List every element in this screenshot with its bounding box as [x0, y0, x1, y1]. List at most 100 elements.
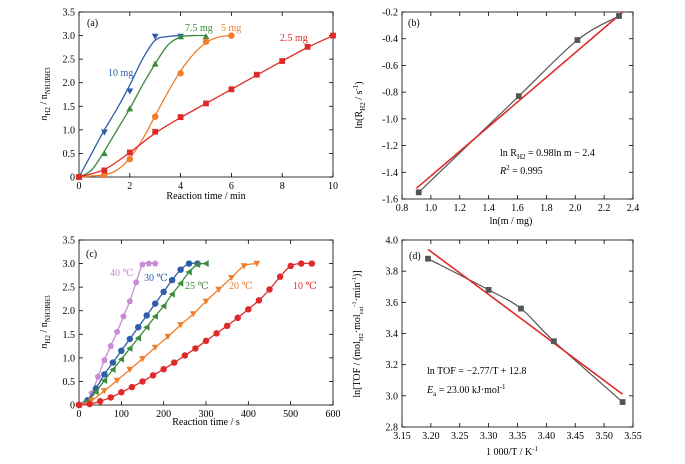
- panel-b: (b) ln(m / mg) ln(RH2 / s-1) ln RH2 = 0.…: [352, 8, 639, 228]
- panel-label-c: (c): [86, 249, 97, 260]
- data-point-d: [550, 338, 557, 345]
- panel-label-b: (b): [408, 18, 420, 29]
- data-point-a-1: [177, 33, 184, 40]
- data-point-c-2: [168, 290, 175, 298]
- data-point-c-2: [117, 355, 125, 363]
- r2-b-label: R: [499, 166, 506, 177]
- y-label-b-end: ): [354, 81, 365, 84]
- x-tick-label-b: 1.4: [482, 203, 495, 214]
- series-label-c-0: 40 ℃: [110, 268, 134, 279]
- data-point-c-3: [189, 311, 197, 318]
- data-point-b: [515, 93, 522, 100]
- data-point-c-0: [94, 373, 102, 380]
- x-tick-label-d: 3.50: [595, 431, 613, 442]
- y-tick-label-c: 1.5: [63, 330, 76, 341]
- r2-b: R2 = 0.995: [499, 164, 543, 177]
- data-point-d: [425, 255, 431, 262]
- y-tick-label-a: 2.5: [63, 55, 76, 66]
- data-point-c-4: [128, 383, 136, 391]
- y-label-c-sub1: H2: [44, 335, 52, 344]
- data-point-c-4: [255, 297, 263, 304]
- y-tick-label-b: -0.2: [382, 8, 398, 19]
- y-tick-label-b: -1.0: [382, 114, 398, 125]
- data-point-b: [574, 37, 581, 43]
- y-label-d-mid2: ·min: [352, 282, 363, 301]
- data-point-c-1: [160, 288, 167, 296]
- fit-line-b: [415, 11, 624, 189]
- data-point-c-2: [134, 334, 141, 342]
- data-point-a-2: [126, 155, 134, 163]
- x-label-d-sup: -1: [532, 445, 538, 453]
- series-label-a-2: 5 mg: [221, 23, 241, 34]
- data-point-c-3: [88, 397, 96, 404]
- y-tick-label-b: -0.4: [382, 34, 398, 45]
- data-point-c-3: [126, 366, 134, 374]
- data-point-c-3: [253, 260, 261, 267]
- x-axis-label-d: 1 000/T / K-1: [486, 445, 539, 458]
- data-point-a-1: [101, 150, 108, 157]
- data-point-c-3: [164, 333, 172, 341]
- eq-b-prefix: ln R: [500, 148, 517, 159]
- data-point-a-0: [151, 33, 159, 40]
- y-label-b-sup: -1: [352, 84, 360, 90]
- x-tick-label-c: 300: [199, 409, 214, 420]
- x-tick-label-b: 0.8: [396, 203, 409, 214]
- x-tick-label-b: 2.4: [627, 203, 640, 214]
- data-point-a-3: [76, 174, 82, 180]
- data-point-c-1: [177, 266, 184, 273]
- y-tick-label-a: 1.0: [63, 125, 76, 136]
- data-point-a-3: [228, 86, 235, 93]
- data-point-c-2: [151, 312, 158, 320]
- plot-frame-a: [78, 11, 334, 178]
- data-point-a-1: [126, 105, 134, 112]
- y-tick-label-a: 0: [70, 173, 75, 184]
- data-point-c-0: [101, 356, 108, 363]
- data-point-c-0: [113, 328, 121, 335]
- data-point-c-3: [177, 322, 184, 329]
- ea-d-sub: a: [433, 390, 437, 398]
- panel-d: (d) 1 000/T / K-1 ln[TOF / (molH2·molcat…: [351, 236, 642, 459]
- x-tick-label-d: 3.45: [567, 431, 585, 442]
- y-tick-label-c: 0.5: [63, 377, 76, 388]
- data-point-c-2: [177, 279, 184, 287]
- data-point-c-2: [185, 268, 192, 276]
- y-tick-label-b: -1.6: [382, 195, 398, 206]
- data-point-c-3: [139, 356, 146, 363]
- equation-d: ln TOF = −2.77/T + 12.8: [427, 366, 526, 377]
- x-tick-label-b: 1.8: [540, 203, 553, 214]
- data-point-c-3: [215, 286, 223, 293]
- x-axis-label-c: Reaction time / s: [172, 417, 240, 428]
- data-point-d: [485, 286, 492, 293]
- data-point-c-4: [266, 286, 273, 293]
- y-tick-label-c: 2.0: [63, 306, 76, 317]
- series-label-a-3: 2.5 mg: [280, 33, 308, 44]
- data-point-c-4: [245, 306, 252, 313]
- data-point-c-1: [126, 335, 134, 343]
- data-point-c-0: [151, 260, 159, 267]
- x-tick-label-c: 400: [241, 409, 256, 420]
- y-label-b-sub: H2: [359, 102, 367, 111]
- data-point-a-1: [151, 60, 159, 67]
- y-tick-label-b: -1.4: [382, 168, 398, 179]
- x-tick-label-b: 2.2: [598, 203, 611, 214]
- r2-b-sup: 2: [506, 164, 510, 172]
- x-tick-label-d: 3.30: [480, 431, 498, 442]
- x-tick-label-c: 500: [283, 409, 298, 420]
- x-tick-label-d: 3.15: [393, 431, 411, 442]
- series-line-a-0: [78, 34, 181, 178]
- data-point-c-0: [139, 261, 146, 268]
- data-point-c-4: [202, 337, 210, 345]
- x-tick-label-d: 3.20: [422, 431, 440, 442]
- data-point-a-3: [253, 71, 260, 78]
- data-point-a-3: [304, 43, 311, 50]
- data-point-a-0: [101, 129, 108, 136]
- y-tick-label-c: 2.5: [63, 283, 76, 294]
- x-tick-label-a: 6: [229, 181, 234, 192]
- data-point-c-2: [109, 366, 116, 374]
- x-tick-label-a: 2: [127, 181, 132, 192]
- x-tick-label-d: 3.25: [451, 431, 469, 442]
- data-point-c-4: [298, 260, 305, 267]
- y-label-d-sub2: cat: [358, 307, 365, 315]
- series-label-c-2: 25 ℃: [185, 281, 209, 292]
- data-point-c-1: [143, 312, 150, 319]
